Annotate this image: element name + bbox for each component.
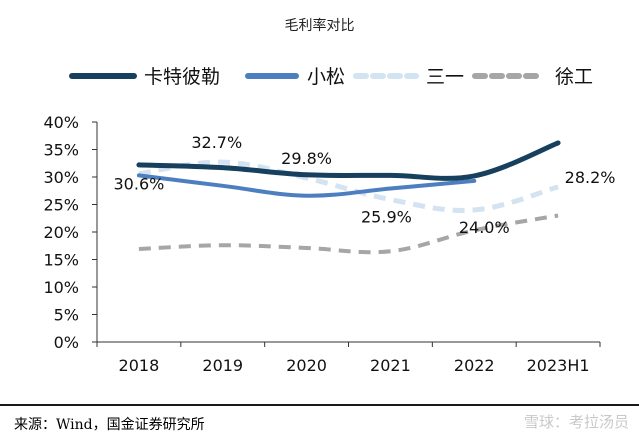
watermark-text: 雪球：考拉汤员 (523, 413, 629, 431)
series-point-1 (221, 184, 225, 188)
series-point-1 (388, 187, 392, 191)
series-point-3 (137, 247, 141, 251)
x-tick-label: 2018 (119, 356, 160, 375)
x-tick-label: 2020 (286, 356, 327, 375)
series-line-3 (138, 213, 559, 255)
legend-label-0: 卡特彼勒 (144, 66, 220, 88)
series-line-1 (136, 173, 477, 198)
y-tick-label: 20% (43, 223, 79, 242)
series-point-0 (137, 163, 141, 167)
x-tick-label: 2021 (370, 356, 411, 375)
series-point-0 (388, 173, 392, 177)
legend-label-2: 三一 (426, 66, 464, 88)
y-tick-label: 10% (43, 278, 79, 297)
y-tick-label: 0% (54, 333, 79, 352)
data-label: 28.2% (565, 168, 616, 187)
x-tick-label: 2019 (202, 356, 243, 375)
footer-rule (0, 404, 639, 406)
y-tick-label: 25% (43, 196, 79, 215)
legend-label-1: 小松 (307, 66, 345, 88)
series-line-0 (136, 140, 561, 181)
series-point-2 (221, 160, 225, 164)
series-point-0 (305, 173, 309, 177)
y-tick-label: 35% (43, 141, 79, 160)
series-point-0 (472, 174, 476, 178)
series-line-2 (138, 159, 559, 213)
x-tick-label: 2022 (454, 356, 495, 375)
series-point-2 (556, 185, 560, 189)
data-label: 32.7% (191, 133, 242, 152)
series-point-2 (472, 208, 476, 212)
series-point-0 (556, 141, 560, 145)
y-tick-label: 5% (54, 306, 79, 325)
source-note: 来源：Wind，国金证券研究所 (14, 417, 205, 433)
series-point-0 (221, 166, 225, 170)
chart-title: 毛利率对比 (285, 17, 355, 34)
data-label: 29.8% (281, 149, 332, 168)
series-point-3 (388, 249, 392, 253)
x-tick-label: 2023H1 (527, 356, 590, 375)
y-tick-label: 15% (43, 251, 79, 270)
y-tick-label: 40% (43, 113, 79, 132)
series-point-2 (388, 198, 392, 202)
series-point-3 (305, 246, 309, 250)
series-point-3 (556, 214, 560, 218)
y-tick-label: 30% (43, 168, 79, 187)
data-label: 25.9% (361, 208, 412, 227)
series-point-1 (305, 194, 309, 198)
data-label: 30.6% (114, 175, 165, 194)
series-point-3 (221, 243, 225, 247)
series-point-1 (472, 179, 476, 183)
data-label: 24.0% (459, 218, 510, 237)
legend-label-3: 徐工 (555, 66, 593, 88)
